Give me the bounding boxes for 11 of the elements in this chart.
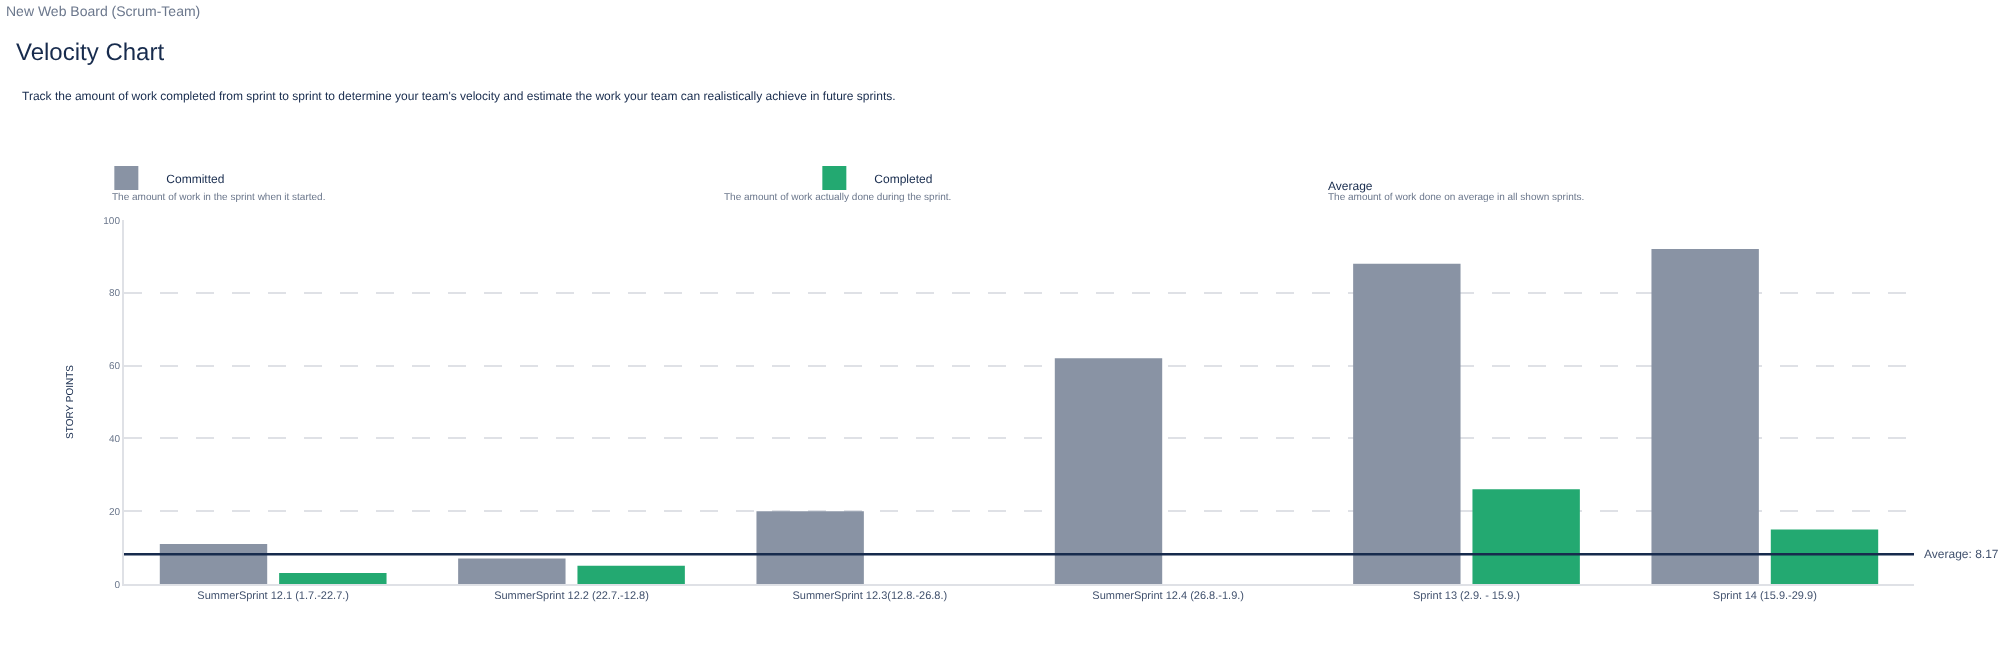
chart-title: Velocity Chart <box>16 38 166 66</box>
bar <box>577 565 685 584</box>
bar <box>458 558 566 584</box>
bar <box>1353 263 1461 584</box>
bar <box>1054 358 1163 584</box>
bar <box>756 511 864 584</box>
bar <box>159 543 268 584</box>
bar <box>279 573 387 584</box>
bar <box>1770 529 1879 584</box>
bar <box>1472 489 1580 584</box>
bar <box>1651 249 1759 584</box>
